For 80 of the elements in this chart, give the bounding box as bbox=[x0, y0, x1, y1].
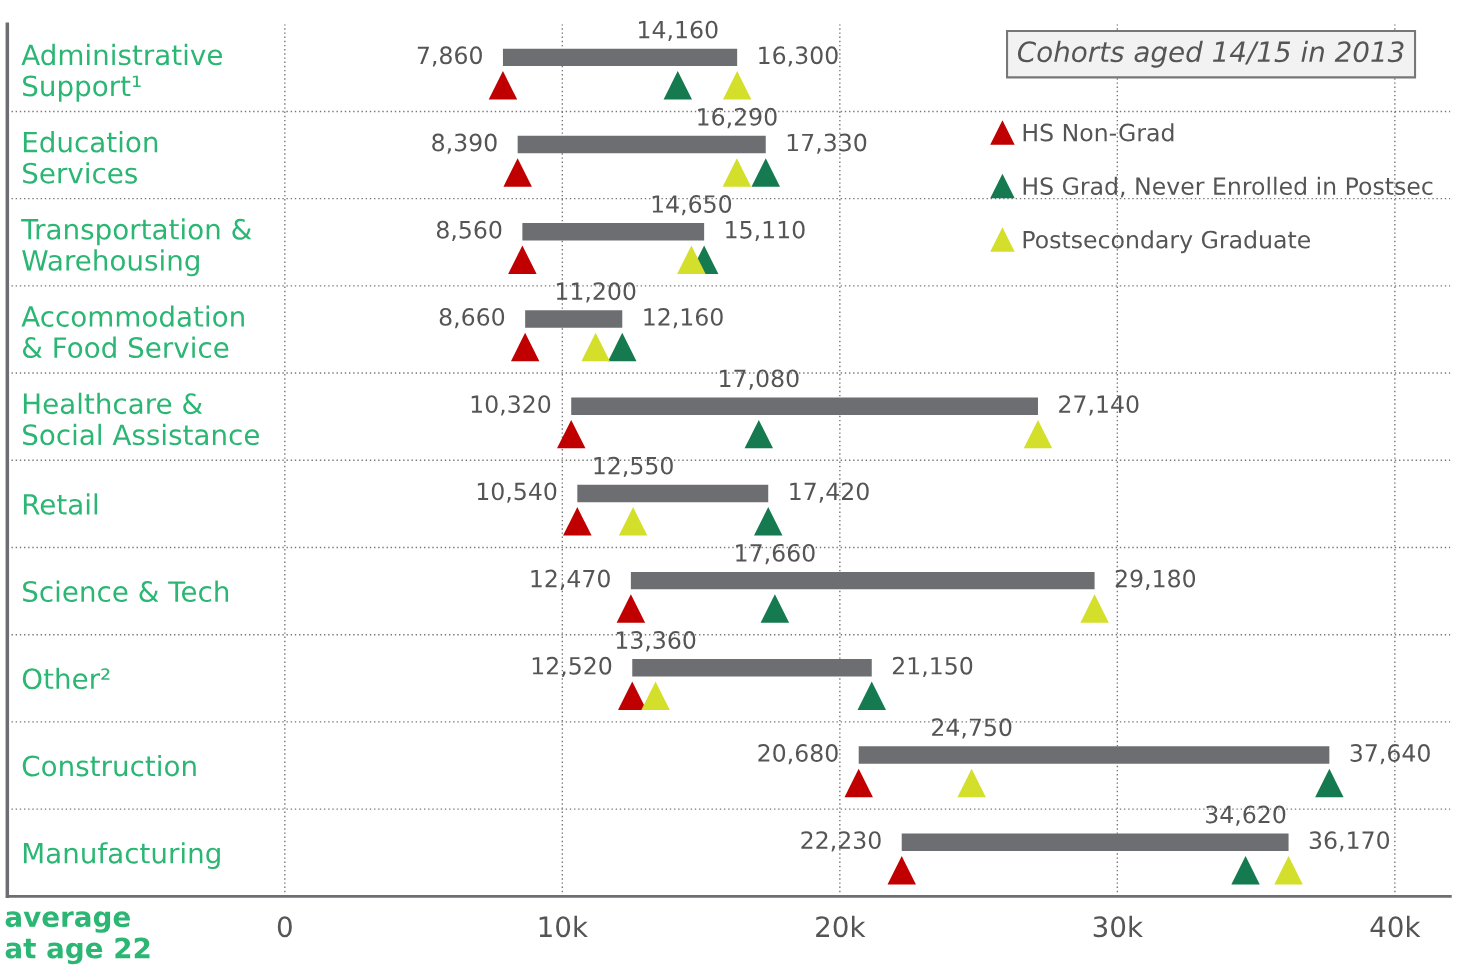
data-label: 34,620 bbox=[1206, 805, 1286, 826]
point bbox=[887, 855, 916, 885]
point bbox=[618, 681, 647, 710]
data-label: 7,860 bbox=[417, 46, 482, 67]
data-label: 12,470 bbox=[531, 569, 610, 590]
point bbox=[556, 419, 586, 449]
data-label: 8,560 bbox=[436, 220, 502, 242]
y-tick-label: Science & Tech bbox=[23, 580, 229, 603]
point bbox=[1080, 594, 1109, 623]
data-label: 37,640 bbox=[1350, 744, 1430, 765]
point bbox=[663, 71, 693, 100]
point bbox=[510, 332, 540, 362]
point bbox=[563, 507, 592, 536]
data-label: 14,650 bbox=[652, 195, 732, 216]
y-tick-label: Administrative Support¹ bbox=[21, 43, 222, 102]
data-label: 15,110 bbox=[726, 220, 805, 242]
point bbox=[508, 245, 537, 274]
point bbox=[581, 332, 610, 362]
point bbox=[857, 681, 886, 710]
y-tick-label: Manufacturing bbox=[23, 842, 220, 870]
legend-title: Cohorts aged 14/15 in 2013 bbox=[1017, 40, 1404, 68]
point bbox=[618, 507, 648, 536]
point bbox=[751, 158, 780, 187]
y-tick-label: Other² bbox=[22, 667, 110, 690]
x-tick-label: 0 bbox=[277, 916, 292, 938]
legend-label: HS Non-Grad bbox=[1023, 123, 1174, 142]
data-label: 11,200 bbox=[556, 282, 636, 303]
point bbox=[722, 158, 752, 187]
y-tick-label: Education Services bbox=[23, 131, 158, 184]
point bbox=[957, 768, 986, 798]
data-label: 21,150 bbox=[892, 656, 973, 678]
y-tick-label: Accommodation & Food Service bbox=[21, 305, 244, 359]
x-tick-label: 10k bbox=[539, 915, 588, 938]
x-tick-label: 30k bbox=[1093, 915, 1143, 938]
data-label: 20,680 bbox=[758, 744, 838, 765]
x-tick-label: 20k bbox=[816, 915, 866, 938]
data-label: 17,420 bbox=[790, 482, 869, 503]
data-label: 27,140 bbox=[1059, 395, 1139, 416]
data-label: 22,230 bbox=[801, 831, 881, 852]
point bbox=[488, 71, 518, 100]
data-label: 16,300 bbox=[759, 46, 838, 67]
data-label: 13,360 bbox=[616, 631, 696, 652]
point bbox=[608, 332, 637, 362]
point bbox=[503, 158, 532, 187]
legend-label: Postsecondary Graduate bbox=[1023, 230, 1310, 254]
text: average at age 22 bbox=[5, 911, 150, 965]
data-label: 10,540 bbox=[477, 482, 557, 503]
data-label: 10,320 bbox=[471, 395, 551, 416]
data-label: 36,170 bbox=[1309, 831, 1390, 852]
y-tick-label: Construction bbox=[22, 754, 196, 777]
point bbox=[641, 681, 670, 710]
y-tick-label: Healthcare & Social Assistance bbox=[23, 392, 259, 446]
data-label: 12,160 bbox=[644, 307, 723, 329]
data-label: 17,330 bbox=[787, 133, 867, 154]
data-label: 16,290 bbox=[698, 107, 777, 129]
point bbox=[1023, 419, 1053, 449]
point bbox=[744, 419, 774, 449]
y-tick-label: Transportation & Warehousing bbox=[21, 218, 252, 277]
point bbox=[1231, 855, 1260, 885]
point bbox=[1274, 855, 1303, 885]
data-label: 8,660 bbox=[439, 307, 505, 329]
data-label: 17,080 bbox=[720, 369, 799, 390]
point bbox=[760, 594, 790, 623]
data-label: 12,550 bbox=[594, 456, 673, 477]
bar bbox=[577, 484, 769, 503]
data-label: 17,660 bbox=[736, 543, 815, 565]
data-label: 14,160 bbox=[639, 20, 718, 41]
data-label: 29,180 bbox=[1115, 569, 1196, 590]
data-label: 24,750 bbox=[932, 718, 1012, 739]
data-label: 12,520 bbox=[532, 656, 612, 678]
point bbox=[754, 507, 783, 536]
point bbox=[844, 768, 873, 798]
y-tick-label: Retail bbox=[23, 493, 98, 515]
data-label: 8,390 bbox=[432, 133, 497, 154]
point bbox=[677, 245, 706, 274]
x-tick-label: 40k bbox=[1370, 915, 1421, 938]
point bbox=[616, 594, 646, 623]
point bbox=[722, 71, 752, 100]
legend-label: HS Grad, Never Enrolled in Postsec bbox=[1023, 176, 1433, 198]
point bbox=[1315, 768, 1344, 798]
